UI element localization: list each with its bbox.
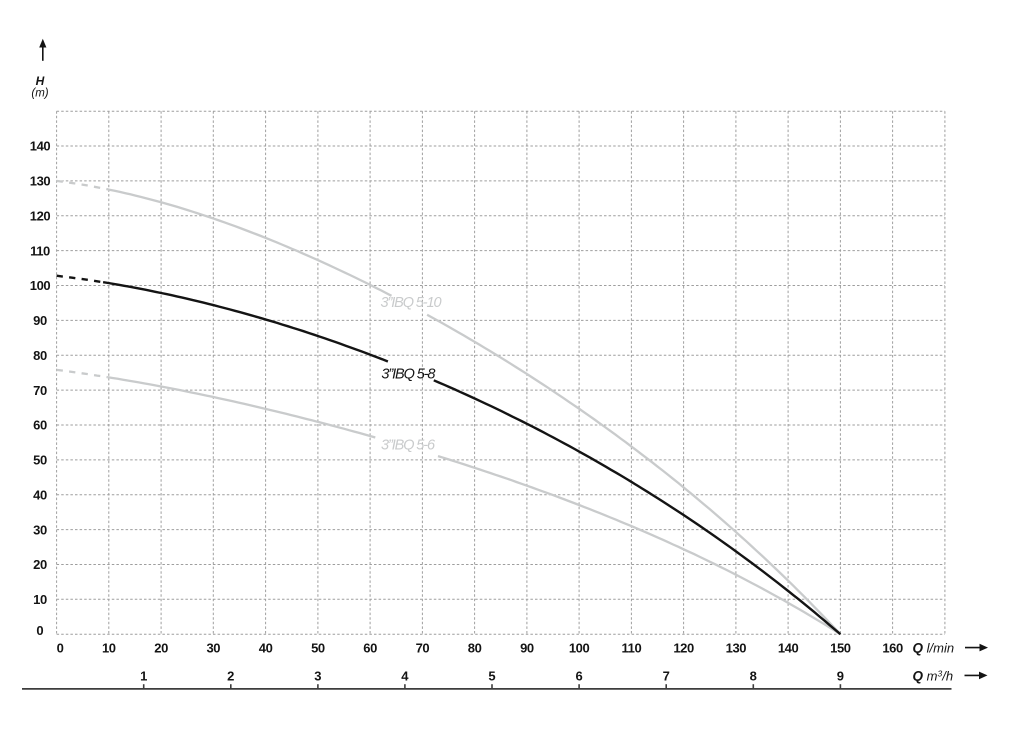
svg-text:50: 50 xyxy=(33,453,47,468)
svg-text:110: 110 xyxy=(30,243,50,258)
svg-text:H: H xyxy=(36,74,45,88)
svg-text:3”IBQ 5-8: 3”IBQ 5-8 xyxy=(381,367,435,383)
svg-text:90: 90 xyxy=(520,641,534,656)
svg-text:60: 60 xyxy=(363,641,377,656)
svg-text:130: 130 xyxy=(30,174,51,189)
svg-text:1: 1 xyxy=(140,669,147,684)
svg-text:8: 8 xyxy=(750,669,757,684)
svg-text:140: 140 xyxy=(30,139,51,154)
svg-text:Q l/min: Q l/min xyxy=(913,641,955,656)
svg-text:4: 4 xyxy=(401,669,409,684)
svg-text:30: 30 xyxy=(206,641,220,656)
svg-text:10: 10 xyxy=(102,641,116,656)
svg-text:150: 150 xyxy=(830,641,851,656)
svg-text:140: 140 xyxy=(778,641,799,656)
svg-text:20: 20 xyxy=(33,557,47,572)
svg-text:0: 0 xyxy=(36,623,43,638)
svg-text:3: 3 xyxy=(314,669,321,684)
svg-text:30: 30 xyxy=(33,522,47,537)
svg-text:110: 110 xyxy=(622,641,642,656)
svg-text:3”IBQ 5-6: 3”IBQ 5-6 xyxy=(381,437,436,453)
svg-text:50: 50 xyxy=(311,641,325,656)
svg-text:40: 40 xyxy=(259,641,273,656)
svg-text:100: 100 xyxy=(30,278,51,293)
svg-text:10: 10 xyxy=(33,592,47,607)
svg-text:100: 100 xyxy=(569,641,590,656)
svg-text:(m): (m) xyxy=(31,87,48,99)
svg-text:0: 0 xyxy=(57,641,64,656)
svg-text:Q m3/h: Q m3/h xyxy=(913,668,954,683)
svg-text:3”IBQ 5-10: 3”IBQ 5-10 xyxy=(381,295,442,311)
svg-text:70: 70 xyxy=(416,641,430,656)
svg-text:120: 120 xyxy=(30,209,51,224)
svg-text:2: 2 xyxy=(227,669,234,684)
svg-text:9: 9 xyxy=(837,669,844,684)
svg-text:7: 7 xyxy=(663,669,670,684)
svg-text:5: 5 xyxy=(488,669,495,684)
svg-text:40: 40 xyxy=(33,487,47,502)
svg-text:80: 80 xyxy=(468,641,482,656)
svg-text:70: 70 xyxy=(33,383,47,398)
svg-text:80: 80 xyxy=(33,348,47,363)
svg-text:60: 60 xyxy=(33,418,47,433)
svg-text:160: 160 xyxy=(882,641,903,656)
svg-text:130: 130 xyxy=(726,641,747,656)
svg-text:20: 20 xyxy=(154,641,168,656)
svg-text:120: 120 xyxy=(673,641,694,656)
svg-text:6: 6 xyxy=(575,669,582,684)
svg-text:90: 90 xyxy=(33,313,47,328)
